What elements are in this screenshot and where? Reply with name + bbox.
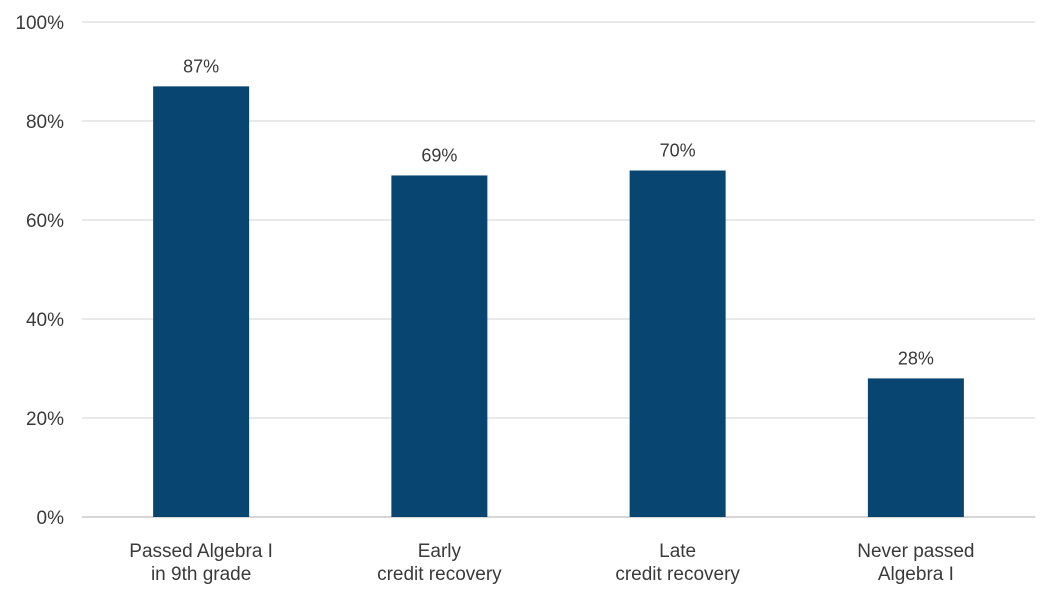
x-category-label-line: Never passed — [857, 541, 974, 562]
x-category-label-line: Algebra I — [878, 564, 954, 585]
bar-value-label: 69% — [421, 145, 457, 165]
y-tick-label: 60% — [26, 211, 64, 232]
y-tick-label: 20% — [26, 409, 64, 430]
x-category-label: Early credit recovery — [377, 541, 502, 585]
y-tick-label: 0% — [37, 508, 65, 529]
bar-value-label: 70% — [660, 141, 696, 161]
x-category-label-line: credit recovery — [615, 564, 740, 585]
y-axis-tick-labels: 0% 20% 40% 60% 80% 100% — [15, 13, 64, 529]
bars — [153, 86, 964, 517]
bar — [629, 170, 726, 517]
x-category-label-line: Passed Algebra I — [129, 541, 273, 562]
bar — [153, 86, 250, 517]
x-category-label: Never passed Algebra I — [857, 541, 974, 585]
x-category-label-line: Early — [418, 541, 462, 562]
bar — [867, 378, 964, 517]
x-category-label-line: Late — [659, 541, 696, 562]
bar-value-labels: 87% 69% 70% 28% — [183, 56, 934, 368]
bar-value-label: 28% — [898, 348, 934, 368]
y-tick-label: 100% — [15, 13, 64, 34]
y-tick-label: 40% — [26, 310, 64, 331]
x-category-label-line: in 9th grade — [151, 564, 251, 585]
x-category-label-line: credit recovery — [377, 564, 502, 585]
bar-value-label: 87% — [183, 56, 219, 76]
y-tick-label: 80% — [26, 112, 64, 133]
bar — [391, 175, 488, 517]
x-category-label: Late credit recovery — [615, 541, 740, 585]
